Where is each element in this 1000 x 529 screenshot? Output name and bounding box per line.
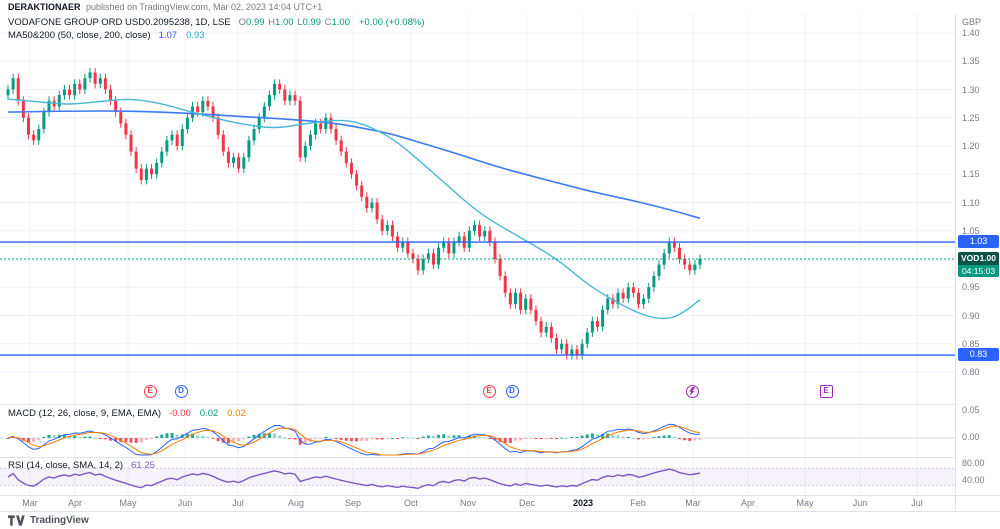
macd-line [7,423,700,456]
macd-legend[interactable]: MACD (12, 26, close, 9, EMA, EMA) -0.00 … [8,408,247,419]
rsi-pane[interactable]: RSI (14, close, SMA, 14, 2) 61.25 [0,457,955,495]
axis-tick-label: 0.85 [962,338,980,349]
rsi-title: RSI (14, close, SMA, 14, 2) [8,460,124,471]
symbol-title: VODAFONE GROUP ORD USD0.2095238, 1D, LSE [8,17,231,28]
axis-tick-label: 0.95 [962,282,980,293]
axis-tick-label: 1.10 [962,197,980,208]
dividend-marker-icon[interactable]: D [505,385,519,398]
macd-pane[interactable]: MACD (12, 26, close, 9, EMA, EMA) -0.00 … [0,404,955,457]
axis-tick-label: 0.00 [962,432,980,442]
ma200-line [7,110,701,220]
time-axis-label: Jun [177,498,193,508]
rsi-canvas[interactable] [0,458,955,495]
macd-signal-value: 0.02 [227,408,246,419]
tradingview-logo-icon[interactable] [8,515,25,526]
dividend-marker-icon[interactable]: D [174,385,188,398]
axis-tick-label: 1.15 [962,169,980,180]
scales-corner [955,495,1000,511]
earnings-marker-icon[interactable]: E [482,385,496,398]
ma50-line [7,98,701,320]
time-axis-label: Apr [740,498,755,508]
high-value: 1.00 [275,17,294,28]
macd-line-value: 0.02 [199,408,219,419]
time-axis-label: Jun [852,498,868,508]
rsi-legend[interactable]: RSI (14, close, SMA, 14, 2) 61.25 [8,460,156,471]
time-axis-label: May [796,498,814,508]
level-price-label[interactable]: 1.03 [958,235,999,249]
last-price-badge[interactable]: VOD 1.00 04:15:03 [958,252,999,277]
rsi-line [7,468,701,490]
time-axis-label: Dec [518,498,535,508]
axis-tick-label: 1.05 [962,225,980,236]
axis-tick-label: 0.90 [962,310,980,321]
bar-countdown: 04:15:03 [958,265,999,277]
axis-tick-label: 1.35 [962,56,980,67]
high-label: H [268,17,276,28]
low-value: 0.99 [302,17,321,28]
time-axis-label: Apr [67,498,82,508]
close-value: 1.00 [331,17,351,28]
badge-symbol: VOD [961,253,980,263]
badge-price: 1.00 [979,253,996,263]
flash-event-marker-icon[interactable] [685,385,699,398]
axis-tick-label: 1.25 [962,112,980,123]
low-label: L [297,17,303,28]
ma50-value: 0.93 [186,30,205,41]
axis-tick-label: 0.80 [962,367,980,377]
time-axis-label: Mar [685,498,701,508]
time-axis-label: Jul [911,498,923,508]
price-pane[interactable]: VODAFONE GROUP ORD USD0.2095238, 1D, LSE… [0,14,955,404]
macd-signal-line [7,425,701,456]
open-label: O [238,17,247,28]
future-earnings-marker-icon[interactable]: E [819,385,833,398]
rsi-band [0,468,955,486]
earnings-marker-icon[interactable]: E [143,385,157,398]
ma200-value: 1.07 [158,30,178,41]
candlestick-canvas[interactable] [0,14,955,404]
time-axis-label: Aug [287,498,304,508]
time-axis-label: Mar [22,498,38,508]
symbol-legend[interactable]: VODAFONE GROUP ORD USD0.2095238, 1D, LSE… [8,17,426,28]
publish-info: published on TradingView.com, Mar 02, 20… [86,2,323,12]
time-axis-label: Oct [403,498,418,508]
open-value: 0.99 [246,17,265,28]
price-scale[interactable]: GBP 1.03 0.83 VOD 1.00 04:15:03 1.40 1.35… [955,14,1000,495]
axis-tick-label: 80.00 [962,458,985,469]
currency-label: GBP [962,17,982,27]
brand-name[interactable]: TradingView [30,515,89,526]
level-price-label[interactable]: 0.83 [958,348,999,362]
axis-tick-label: 1.40 [962,28,980,38]
ma-legend[interactable]: MA50&200 (50, close, 200, close) 1.07 0.… [8,30,206,41]
time-axis-label: Sep [344,498,361,508]
rsi-value: 61.25 [131,460,155,471]
time-scale[interactable]: Mar Apr May Jun Jul Aug Sep Oct Nov Dec 2023 Feb Mar… [0,495,955,511]
axis-tick-label: 1.20 [962,141,980,151]
footer-bar: TradingView [0,511,1000,529]
change-value: +0.00 (+0.08%) [359,17,425,28]
time-axis-label: Feb [630,498,646,508]
axis-tick-label: 1.30 [962,84,980,95]
author-name: DERAKTIONAER [8,2,81,12]
axis-tick-label: 40.00 [962,475,985,486]
publish-topbar: DERAKTIONAER published on TradingView.co… [0,0,1000,14]
macd-hist-value: -0.00 [169,408,191,419]
ohlc-values: O0.99 H1.00 L0.99 C1.00 [239,17,351,28]
macd-canvas[interactable] [0,405,955,457]
time-axis-label: Jul [232,498,244,508]
time-axis-label: Nov [459,498,476,508]
close-label: C [324,17,332,28]
ma-title: MA50&200 (50, close, 200, close) [8,30,151,41]
axis-tick-label: 0.05 [962,405,980,415]
time-axis-label: 2023 [572,498,594,508]
time-axis-label: May [119,498,137,508]
macd-title: MACD (12, 26, close, 9, EMA, EMA) [8,408,162,419]
